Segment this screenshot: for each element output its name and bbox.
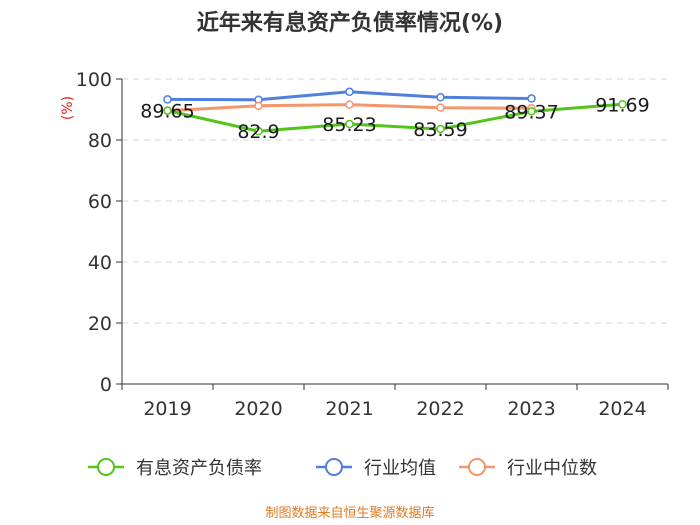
- data-labels: 89.65 82.9 85.23 83.59 89.37 91.69: [140, 94, 649, 143]
- data-point-0: [254, 126, 263, 136]
- axes: 0 20 40 60 80 100 2019 2020 2021 2022 2023 2024: [76, 69, 669, 420]
- data-label: 82.9: [237, 121, 279, 143]
- y-tick-label: 0: [100, 374, 112, 396]
- y-tick-label: 100: [76, 69, 112, 91]
- data-point-0: [527, 107, 536, 116]
- data-label: 89.65: [140, 101, 194, 123]
- y-tick-label: 40: [88, 252, 112, 274]
- x-tick-label: 2020: [234, 398, 282, 420]
- data-point-1: [436, 93, 445, 102]
- data-label: 91.69: [595, 94, 649, 116]
- data-point-0: [163, 106, 172, 115]
- series-line-0: [167, 102, 623, 133]
- legend: 有息资产负债率 行业均值 行业中位数: [88, 458, 597, 479]
- series-layer: [163, 87, 627, 136]
- legend-marker: [97, 458, 115, 476]
- data-point-1: [345, 87, 354, 97]
- legend-label: 有息资产负债率: [136, 458, 262, 479]
- data-label: 89.37: [504, 101, 558, 123]
- data-point-2: [345, 100, 354, 109]
- legend-marker: [468, 458, 486, 476]
- x-tick-label: 2021: [325, 398, 373, 420]
- source-note: 制图数据来自恒生聚源数据库: [265, 505, 434, 521]
- grid-lines: [122, 78, 668, 324]
- x-tick-label: 2019: [143, 398, 191, 420]
- y-axis-label: (%): [60, 96, 76, 120]
- data-point-0: [436, 124, 445, 134]
- legend-marker: [325, 458, 343, 476]
- data-point-2: [254, 101, 263, 111]
- y-tick-label: 60: [88, 191, 112, 213]
- x-tick-label: 2022: [416, 398, 464, 420]
- data-point-0: [618, 100, 627, 109]
- x-tick-label: 2024: [598, 398, 646, 420]
- data-point-2: [436, 103, 445, 112]
- x-tick-label: 2023: [507, 398, 555, 420]
- data-point-1: [527, 94, 536, 103]
- legend-label: 行业均值: [364, 458, 436, 479]
- data-point-1: [163, 95, 172, 104]
- data-point-0: [345, 119, 354, 129]
- data-label: 83.59: [413, 119, 467, 141]
- legend-label: 行业中位数: [507, 458, 597, 479]
- data-label: 85.23: [322, 114, 376, 136]
- y-tick-label: 80: [88, 130, 112, 152]
- chart-title: 近年来有息资产负债率情况(%): [197, 10, 503, 36]
- y-tick-label: 20: [88, 313, 112, 335]
